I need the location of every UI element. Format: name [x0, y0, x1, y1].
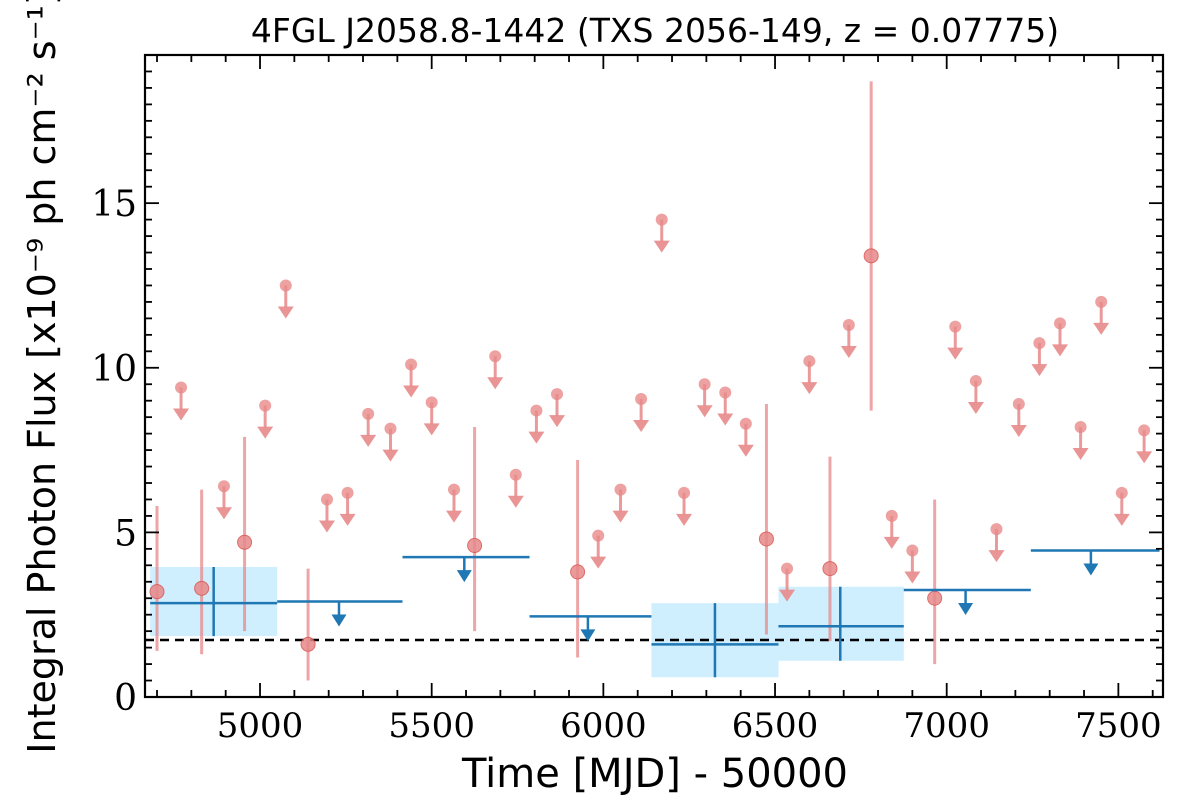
short-bin-ul-arrow: [423, 423, 440, 436]
short-bin-ul-arrow: [360, 434, 377, 447]
short-bin-ul-arrow: [1051, 344, 1068, 357]
short-bin-point: [300, 636, 316, 652]
chart-title: 4FGL J2058.8-1442 (TXS 2056-149, z = 0.0…: [251, 11, 1059, 50]
short-bin-ul-arrow: [1113, 513, 1130, 526]
y-tick-label: 15: [91, 184, 137, 225]
short-bin-point: [863, 248, 879, 264]
short-bin-ul-arrow: [988, 550, 1005, 563]
short-bin-point: [149, 584, 165, 600]
short-bin-point: [822, 561, 838, 577]
short-bin-ul-arrow: [1136, 451, 1153, 464]
short-bin-ul-arrow: [277, 306, 294, 319]
short-bin-ul-arrow: [1072, 448, 1089, 461]
short-bin-ul-arrow: [1093, 322, 1110, 335]
x-tick-label: 7500: [1075, 706, 1162, 746]
long-bin-ul-arrow: [456, 570, 472, 583]
short-bin-ul-arrow: [528, 431, 545, 444]
short-bin-ul-arrow: [737, 444, 754, 457]
short-bin-ul-arrow: [590, 556, 607, 569]
long-bin-ul-arrow: [958, 603, 974, 615]
short-bin-ul-arrow: [446, 510, 463, 523]
long-bin-ul-arrow: [1083, 563, 1099, 576]
short-bin-ul-arrow: [883, 536, 900, 549]
short-bin-ul-arrow: [339, 513, 356, 526]
short-bin-point: [237, 534, 253, 550]
short-bin-ul-arrow: [257, 426, 274, 439]
short-bin-ul-arrow: [173, 408, 190, 421]
plot-area: 5000 5500 6000 6500 7000 7500 0 5 10 15: [91, 53, 1165, 746]
short-bin-ul-arrow: [947, 347, 964, 360]
plot-frame: [143, 53, 1165, 699]
short-bin-ul-arrow: [967, 401, 984, 414]
short-bin-ul-arrow: [1031, 364, 1048, 377]
short-bin-ul-arrow: [318, 520, 335, 533]
long-bin-ul-arrow: [331, 614, 347, 627]
short-bin-ul-arrow: [549, 415, 566, 428]
short-bin-point: [758, 531, 774, 547]
y-axis-label: Integral Photon Flux [x10⁻⁹ ph cm⁻² s⁻¹]: [20, 0, 64, 754]
short-bin-ul-arrow: [1010, 424, 1027, 437]
short-bin-ul-arrow: [717, 413, 734, 426]
short-bin-point: [570, 564, 586, 580]
short-bin-ul-arrow: [633, 420, 650, 433]
short-bin-ul-arrow: [779, 589, 796, 602]
short-bin-point: [194, 580, 210, 596]
short-bin-ul-arrow: [612, 510, 629, 523]
x-tick-label: 5000: [217, 706, 304, 746]
short-bin-ul-arrow: [382, 449, 399, 462]
short-bin-ul-arrow: [801, 382, 818, 395]
y-tick-label: 0: [114, 678, 137, 719]
x-axis-label: Time [MJD] - 50000: [461, 751, 848, 797]
short-bin-ul-arrow: [696, 405, 713, 418]
short-bin-ul-arrow: [904, 571, 921, 584]
y-tick-label: 10: [91, 349, 137, 390]
y-tick-label: 5: [114, 513, 137, 554]
x-tick-label: 6500: [732, 706, 819, 746]
x-tick-label: 7000: [903, 706, 990, 746]
x-tick-label: 5500: [388, 706, 475, 746]
short-bin-point: [467, 538, 483, 554]
x-tick-label: 6000: [560, 706, 647, 746]
short-bin-ul-arrow: [507, 495, 524, 508]
short-bin-ul-arrow: [215, 507, 232, 520]
long-bin-ul-arrow: [580, 629, 596, 642]
short-bin-point: [927, 590, 943, 606]
short-bin-ul-arrow: [676, 513, 693, 526]
short-bin-ul-arrow: [487, 377, 504, 390]
short-bin-ul-arrow: [403, 385, 420, 398]
short-bin-ul-arrow: [840, 345, 857, 358]
short-bin-ul-arrow: [653, 240, 670, 253]
